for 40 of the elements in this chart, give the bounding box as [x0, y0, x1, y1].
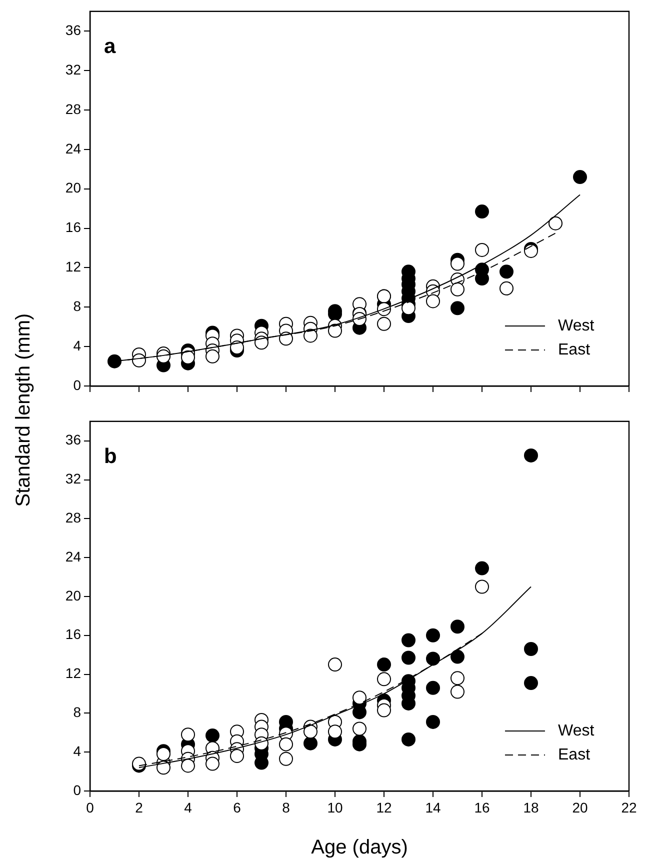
y-tick-label: 32: [65, 61, 82, 78]
x-tick-label: 4: [184, 799, 192, 816]
x-tick-label: 6: [233, 799, 242, 816]
y-tick-label: 36: [65, 432, 82, 448]
x-tick-label: 12: [376, 799, 392, 816]
x-tick-label: 16: [474, 799, 490, 816]
text: a: [104, 35, 116, 58]
x-axis-title: Age (days): [311, 836, 408, 859]
y-tick-label: 4: [73, 742, 82, 759]
legend-label: East: [558, 746, 591, 764]
x-tick-label: 14: [425, 799, 441, 816]
y-tick-label: 36: [65, 22, 82, 38]
y-tick-label: 16: [65, 626, 82, 642]
y-tick-label: 12: [65, 665, 82, 682]
y-tick-label: 20: [65, 180, 82, 196]
x-tick-label: 8: [282, 799, 290, 816]
y-tick-label: 0: [73, 782, 82, 798]
legend-label: West: [558, 722, 595, 740]
y-tick-label: 0: [73, 376, 82, 393]
x-tick-label: 22: [621, 799, 637, 816]
y-tick-label: 24: [65, 548, 82, 564]
y-tick-label: 8: [73, 298, 82, 314]
x-tick-label: 10: [327, 799, 343, 816]
y-tick-label: 28: [65, 510, 82, 526]
y-tick-label: 32: [65, 470, 82, 487]
text: b: [104, 445, 117, 468]
x-tick-label: 20: [572, 799, 588, 816]
y-tick-label: 20: [65, 587, 82, 604]
y-tick-label: 24: [65, 140, 82, 156]
y-tick-label: 28: [65, 100, 82, 117]
legend-label: East: [558, 341, 591, 358]
x-tick-label: 0: [86, 799, 94, 816]
y-tick-label: 4: [73, 337, 82, 354]
y-tick-label: 16: [65, 219, 82, 236]
legend-label: West: [558, 317, 595, 334]
y-tick-label: 12: [65, 258, 82, 275]
y-axis-title: Standard length (mm): [12, 313, 36, 507]
y-tick-label: 8: [73, 704, 82, 720]
x-tick-label: 18: [523, 799, 539, 816]
x-tick-label: 2: [135, 799, 144, 816]
